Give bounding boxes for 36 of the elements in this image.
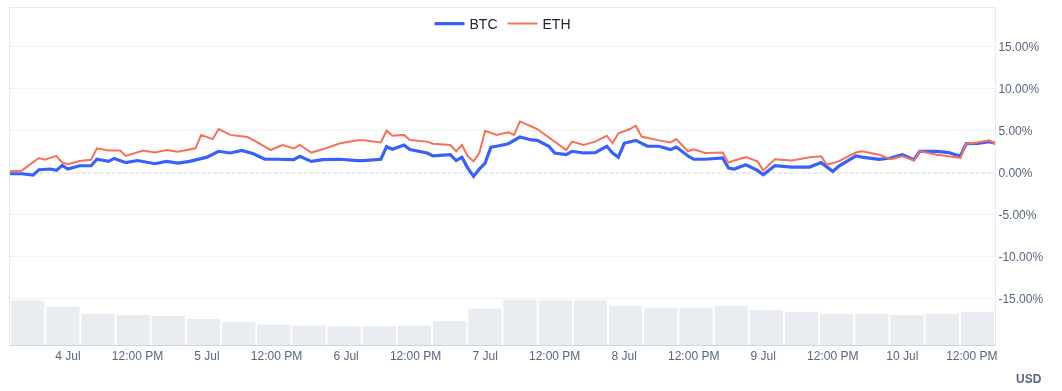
x-tick-label: 4 Jul [55, 349, 81, 364]
y-tick-label: 5.00% [998, 123, 1033, 138]
bar [819, 314, 854, 345]
bar [397, 325, 432, 345]
legend-label: ETH [542, 16, 571, 33]
y-tick-label: -15.00% [998, 291, 1044, 306]
y-tick-label: 10.00% [998, 81, 1040, 96]
x-tick-label: 12:00 PM [528, 349, 581, 364]
bar [749, 309, 784, 345]
x-tick-label: 12:00 PM [668, 349, 720, 364]
bar [221, 322, 256, 345]
x-tick-label: 8 Jul [611, 349, 637, 364]
bar [151, 315, 186, 345]
legend-label: BTC [469, 16, 498, 33]
x-tick-label: 12:00 PM [946, 349, 998, 364]
x-tick-label: 10 Jul [886, 349, 919, 364]
x-tick-label: 12:00 PM [807, 349, 859, 364]
bar [186, 319, 221, 345]
x-tick-label: 7 Jul [472, 349, 498, 364]
bar [925, 314, 959, 345]
y-tick-label: -10.00% [998, 249, 1044, 264]
bar [784, 311, 819, 345]
bar [608, 305, 643, 345]
y-tick-label: 0.00% [998, 165, 1033, 180]
x-tick-label: 5 Jul [194, 349, 220, 364]
text: USD [1016, 372, 1042, 386]
x-tick-label: 12:00 PM [250, 349, 303, 364]
x-tick-label: 12:00 PM [389, 349, 442, 364]
bar [362, 326, 397, 345]
bar [46, 306, 80, 345]
y-tick-label: -5.00% [998, 207, 1037, 222]
x-tick-label: 6 Jul [333, 349, 359, 364]
y-tick-label: 15.00% [998, 39, 1040, 54]
bar [433, 321, 467, 345]
x-tick-label: 12:00 PM [111, 349, 164, 364]
x-tick-label: 9 Jul [750, 349, 776, 364]
